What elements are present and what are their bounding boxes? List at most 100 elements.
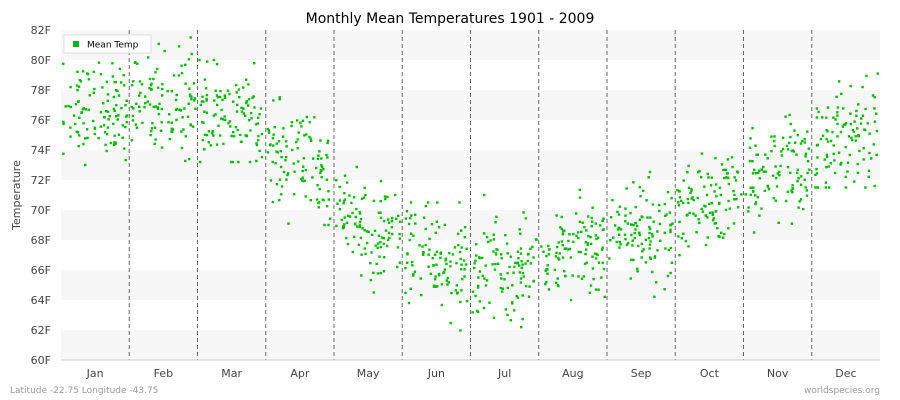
data-point [875,129,879,133]
data-point [727,227,730,230]
data-point [105,149,108,153]
data-point [139,91,142,95]
data-point [651,232,654,236]
data-point [483,193,486,197]
data-point [791,149,795,152]
data-point [386,195,389,199]
data-point [156,106,159,109]
data-point [249,111,253,115]
data-point [455,261,458,265]
data-point [141,121,144,125]
data-point [690,188,693,191]
data-point [669,271,672,275]
data-point [313,116,316,119]
data-point [770,135,773,138]
data-point [207,130,211,133]
data-point [257,134,260,138]
data-point [152,105,155,109]
data-point [841,125,845,128]
data-point [601,261,604,265]
data-point [649,257,652,261]
data-point [316,184,319,187]
data-point [454,289,457,292]
data-point [575,212,578,215]
data-point [589,235,592,239]
data-point [726,158,730,161]
data-point [279,150,282,153]
data-point [807,147,810,150]
data-point [685,214,688,217]
data-point [121,124,124,127]
data-point [571,274,574,277]
data-point [232,135,236,138]
data-point [524,284,528,288]
data-point [844,186,848,189]
data-point [803,138,806,141]
data-point [652,220,655,223]
data-point [815,172,819,175]
data-point [99,125,103,128]
data-point [703,204,706,207]
data-point [84,108,88,111]
data-point [624,214,627,217]
data-point [103,131,107,134]
data-point [237,88,240,91]
data-point [528,285,531,288]
data-point [86,128,89,131]
data-point [555,251,558,255]
data-point [92,119,95,123]
data-point [445,262,448,266]
data-point [638,231,641,234]
data-point [501,287,504,290]
data-point [180,71,184,75]
data-point [592,277,595,281]
data-point [427,265,430,268]
data-point [599,224,602,227]
data-point [188,93,192,96]
data-point [430,223,434,226]
x-tick-label: May [357,367,380,380]
data-point [154,138,157,141]
data-point [773,139,776,143]
data-point [516,250,520,253]
data-point [803,178,806,181]
data-point [255,143,259,147]
data-point [511,284,514,287]
data-point [105,133,109,136]
data-point [784,115,787,118]
data-point [752,190,755,193]
data-point [861,85,864,89]
data-point [849,112,852,115]
data-point [612,236,615,239]
data-point [677,204,681,207]
data-point [747,206,750,209]
data-point [318,201,321,204]
data-point [609,216,613,219]
data-point [343,216,346,219]
data-point [514,261,517,264]
data-point [451,253,455,256]
data-point [168,137,171,141]
data-point [842,107,845,110]
data-point [116,89,119,93]
data-point [303,134,306,137]
data-point [410,214,413,217]
data-point [798,200,801,203]
data-point [76,70,79,73]
data-point [244,134,247,137]
data-point [868,132,871,135]
data-point [624,220,627,223]
x-tick-label: Jul [497,367,511,380]
data-point [799,183,803,186]
data-point [625,187,628,190]
data-point [462,259,466,262]
data-point [205,111,209,114]
data-point [619,228,623,231]
data-point [353,223,357,226]
data-point [689,191,692,195]
data-point [280,165,283,169]
data-point [692,212,695,215]
data-point [597,261,601,264]
data-point [153,126,157,129]
data-point [302,157,306,160]
